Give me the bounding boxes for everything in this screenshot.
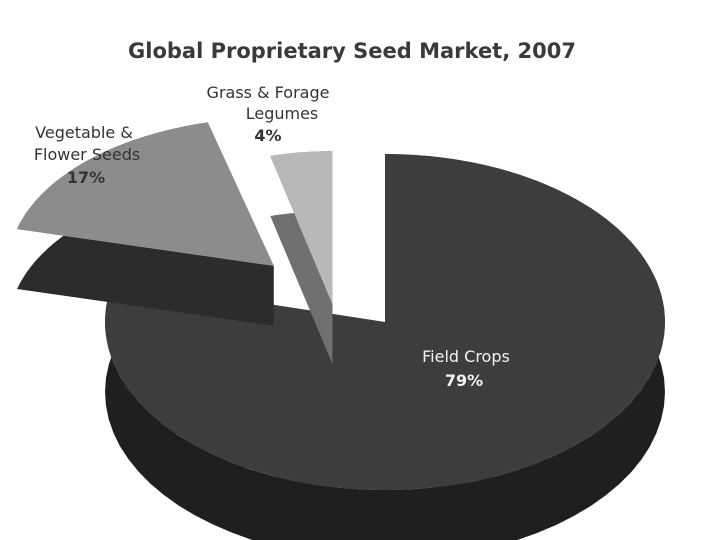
slice-grass-forage — [270, 151, 333, 365]
slice-field-crops — [104, 154, 665, 540]
slice-vegetable-flower-top — [17, 122, 274, 266]
slice-field-crops-top — [104, 154, 665, 491]
label-field-crops-percent: 79% — [445, 371, 483, 390]
label-vegetable-flower: Vegetable & Flower Seeds 17% — [34, 123, 140, 187]
label-vegetable-flower-line1: Vegetable & — [35, 123, 133, 142]
label-grass-forage-percent: 4% — [254, 126, 281, 145]
label-grass-forage: Grass & Forage Legumes 4% — [207, 83, 330, 145]
label-grass-forage-line2: Legumes — [246, 104, 319, 123]
slice-grass-forage-top — [270, 151, 333, 305]
label-field-crops: Field Crops 79% — [422, 347, 510, 390]
label-vegetable-flower-line2: Flower Seeds — [34, 145, 140, 164]
label-field-crops-line1: Field Crops — [422, 347, 510, 366]
label-grass-forage-line1: Grass & Forage — [207, 83, 330, 102]
slice-vegetable-flower — [17, 122, 274, 326]
label-vegetable-flower-percent: 17% — [67, 168, 105, 187]
chart-title: Global Proprietary Seed Market, 2007 — [128, 39, 576, 63]
